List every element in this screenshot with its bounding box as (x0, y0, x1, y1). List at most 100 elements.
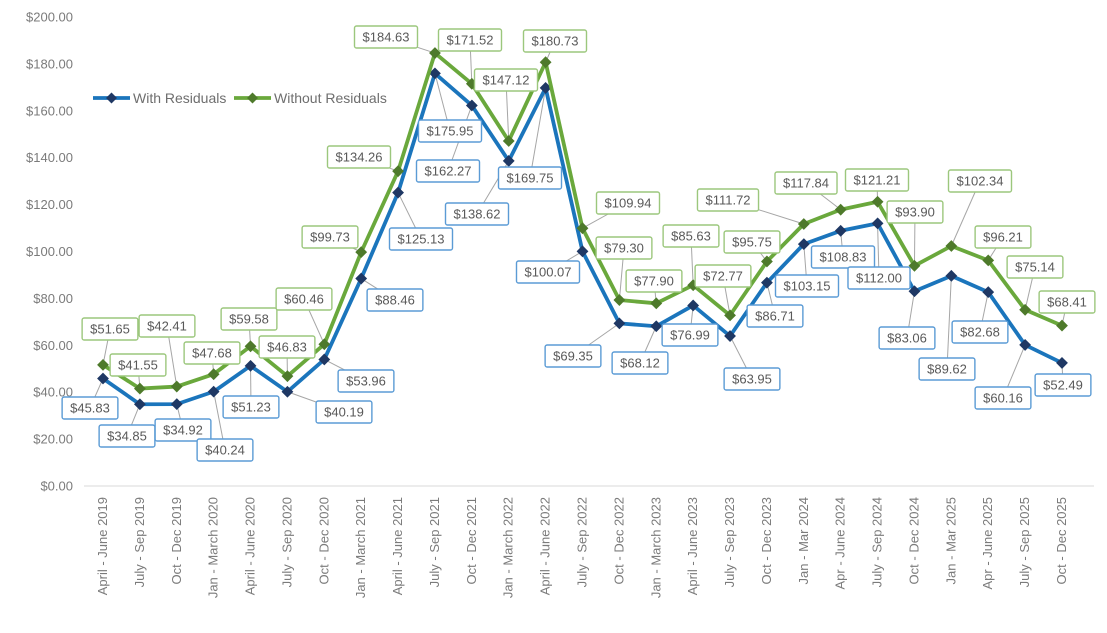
data-point-marker (392, 186, 404, 199)
data-label-box (1006, 255, 1064, 279)
data-point-marker (761, 276, 773, 289)
x-axis-tick-label: Jan - Mar 2025 (943, 497, 958, 584)
x-axis-tick-label: April - June 2020 (243, 497, 258, 595)
data-point-marker (908, 259, 921, 272)
data-label-box (222, 395, 280, 419)
data-label-box (388, 227, 454, 251)
data-point-marker (945, 269, 958, 282)
data-point-marker (502, 135, 515, 147)
data-label-box (366, 288, 424, 312)
data-label-value: $175.95 (427, 124, 474, 139)
data-label-box (951, 320, 1009, 344)
data-label-value: $60.46 (284, 292, 324, 307)
data-point-marker (318, 353, 331, 366)
data-label-box (515, 260, 581, 284)
label-leader-line (529, 87, 547, 179)
data-label-value: $68.12 (620, 356, 660, 371)
data-label-value: $42.41 (147, 319, 187, 334)
data-label-value: $125.13 (398, 232, 445, 247)
data-label-value: $112.00 (856, 271, 902, 286)
data-point-marker (576, 222, 589, 235)
data-label-box (844, 168, 910, 192)
data-point-marker (834, 203, 847, 216)
data-point-marker (502, 155, 515, 167)
data-label-box (109, 353, 167, 377)
data-label-value: $76.99 (670, 328, 710, 343)
data-label-box (810, 245, 876, 269)
x-axis-tick-label: Oct - Dec 2024 (906, 497, 921, 584)
data-point-marker (281, 385, 294, 398)
data-label-box (326, 145, 392, 169)
data-label-box (417, 119, 483, 143)
x-axis-tick-label: Apr - June 2025 (980, 497, 995, 590)
data-point-marker (355, 272, 368, 285)
data-label-value: $162.27 (425, 164, 472, 179)
legend-marker-with-residuals-icon (106, 92, 117, 104)
data-point-marker (133, 382, 146, 395)
legend: With Residuals Without Residuals (93, 90, 387, 106)
data-label-value: $46.83 (267, 340, 307, 355)
legend-marker-without-residuals-icon (247, 92, 258, 104)
data-label-value: $77.90 (634, 274, 674, 289)
data-point-marker (170, 380, 183, 393)
x-axis-tick-label: Jan - March 2023 (648, 497, 663, 598)
axes: $0.00 $20.00 $40.00 $60.00 $80.00 $100.00 $120… (26, 10, 1094, 598)
data-label-value: $89.62 (927, 362, 967, 377)
data-label-box (544, 344, 602, 368)
data-label-box (138, 314, 196, 338)
data-point-marker (465, 99, 478, 112)
data-point-marker (797, 218, 810, 230)
data-label-box (723, 230, 781, 254)
data-label-box (774, 274, 840, 298)
data-point-marker (908, 285, 921, 298)
data-label-value: $85.63 (671, 229, 711, 244)
data-label-box (847, 266, 911, 290)
data-point-marker (1019, 303, 1032, 316)
y-axis-tick-label: $140.00 (26, 150, 73, 165)
data-point-marker (871, 195, 884, 208)
data-label-box (974, 225, 1032, 249)
data-label-box (611, 351, 669, 375)
y-axis-tick-label: $100.00 (26, 244, 73, 259)
data-label-value: $138.62 (454, 207, 501, 222)
data-label-box (774, 171, 838, 195)
data-label-value: $40.24 (205, 443, 245, 458)
data-point-marker (724, 330, 736, 342)
data-label-value: $59.58 (229, 312, 269, 327)
data-label-box (220, 307, 278, 331)
data-point-marker (576, 245, 589, 258)
data-point-marker (207, 385, 220, 398)
data-point-marker (724, 309, 736, 322)
data-label-box (974, 386, 1032, 410)
data-label-box (183, 341, 241, 365)
data-point-marker (982, 254, 995, 267)
y-axis-tick-label: $60.00 (33, 338, 73, 353)
data-label-value: $109.94 (605, 196, 652, 211)
data-label-box (196, 438, 254, 462)
data-label-box (444, 202, 510, 226)
data-label-value: $88.46 (375, 293, 415, 308)
data-label-box (497, 166, 563, 190)
x-axis-tick-label: Oct - Dec 2025 (1054, 497, 1069, 584)
data-label-box (154, 418, 212, 442)
data-point-marker (392, 165, 404, 178)
data-label-value: $111.72 (705, 193, 750, 208)
x-axis-tick-label: Oct - Dec 2022 (611, 497, 626, 584)
data-point-marker (1056, 319, 1068, 332)
data-point-marker (1019, 339, 1032, 351)
data-point-marker (207, 368, 220, 381)
data-label-value: $169.75 (507, 171, 554, 186)
data-label-box (61, 396, 119, 420)
data-label-value: $75.14 (1015, 260, 1055, 275)
x-axis-tick-label: Oct - Dec 2019 (169, 497, 184, 584)
x-axis-tick-label: Jan - Mar 2024 (796, 497, 811, 584)
data-label-value: $41.55 (118, 358, 158, 373)
data-label-box (415, 159, 481, 183)
data-label-value: $100.07 (525, 265, 572, 280)
data-label-box (595, 236, 653, 260)
data-label-box (315, 400, 373, 424)
data-label-box (473, 68, 539, 92)
x-axis-tick-label: July - Sep 2021 (427, 497, 442, 587)
data-label-box (353, 25, 419, 49)
